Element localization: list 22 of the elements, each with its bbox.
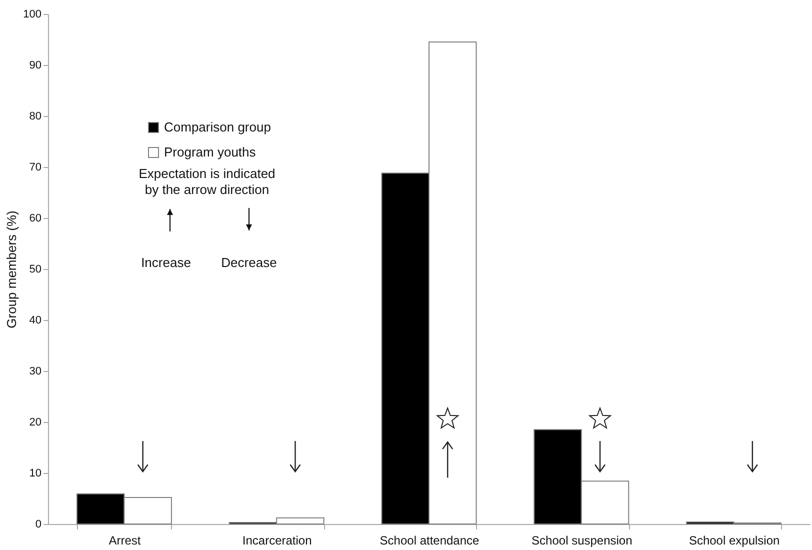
y-tick-label: 20 [29,416,42,428]
y-tick-label: 0 [35,518,42,530]
x-tick-label: School suspension [532,534,632,548]
y-tick-label: 90 [29,60,42,72]
annotation: Decrease [220,255,278,272]
y-tick-label: 70 [29,162,42,174]
annotation: Expectation is indicated by the arrow direction [138,166,276,198]
y-tick-label: 60 [29,212,42,224]
y-axis-title: Group members (%) [4,210,20,328]
x-tick-label: School attendance [380,534,480,548]
x-tick-label: School expulsion [688,534,780,548]
legend-label: Program youths [164,144,256,160]
y-tick-label: 40 [29,314,42,326]
legend-label: Comparison group [164,120,271,134]
x-tick-label: Incarceration [242,534,312,548]
y-tick-label: 100 [23,8,42,20]
y-tick-label: 80 [29,110,42,122]
y-tick-label: 30 [29,366,42,378]
y-tick-label: 10 [29,468,42,480]
x-tick-label: Arrest [108,534,142,548]
annotation: Increase [140,255,192,272]
y-tick-label: 50 [29,264,42,276]
